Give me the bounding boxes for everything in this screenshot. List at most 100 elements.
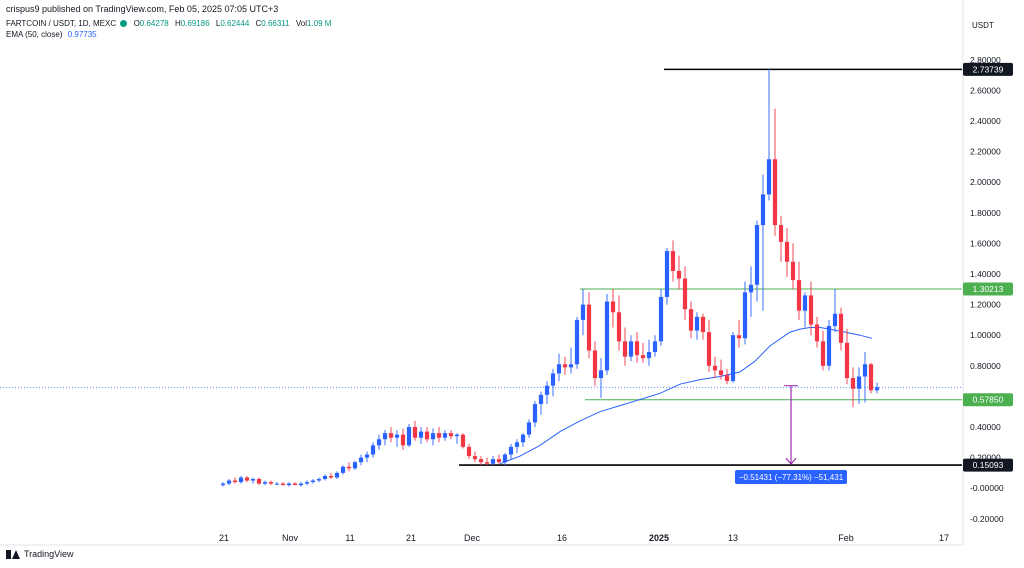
candle-bearish[interactable] [736, 335, 742, 339]
candle-bullish[interactable] [310, 480, 316, 483]
candle-bullish[interactable] [826, 326, 832, 366]
candle-bearish[interactable] [622, 341, 628, 357]
candle-bullish[interactable] [298, 483, 304, 486]
candle-bearish[interactable] [814, 324, 820, 342]
candle-bullish[interactable] [598, 370, 604, 379]
candle-bullish[interactable] [250, 479, 256, 481]
candle-bullish[interactable] [862, 364, 868, 377]
candle-bearish[interactable] [460, 434, 466, 447]
candle-bullish[interactable] [514, 442, 520, 447]
candle-bearish[interactable] [676, 270, 682, 279]
candle-bearish[interactable] [610, 301, 616, 313]
candle-bearish[interactable] [868, 364, 874, 391]
candle-bearish[interactable] [718, 370, 724, 375]
candle-bullish[interactable] [664, 251, 670, 297]
candle-bullish[interactable] [628, 341, 634, 357]
candle-bullish[interactable] [538, 394, 544, 405]
candle-bullish[interactable] [430, 433, 436, 440]
candle-bearish[interactable] [688, 309, 694, 331]
candle-bearish[interactable] [562, 364, 568, 368]
candle-bullish[interactable] [286, 483, 292, 486]
candle-bullish[interactable] [604, 301, 610, 371]
candle-bullish[interactable] [568, 364, 574, 368]
candle-bullish[interactable] [646, 352, 652, 359]
candle-bearish[interactable] [484, 462, 490, 464]
candle-bullish[interactable] [766, 159, 772, 195]
candle-bullish[interactable] [580, 304, 586, 320]
candle-bullish[interactable] [526, 422, 532, 435]
candle-bearish[interactable] [586, 304, 592, 351]
candle-bearish[interactable] [280, 483, 286, 486]
candle-bullish[interactable] [352, 462, 358, 469]
candle-bearish[interactable] [424, 431, 430, 440]
measure-label-box[interactable] [735, 470, 847, 484]
candle-bullish[interactable] [376, 439, 382, 446]
candle-bullish[interactable] [730, 335, 736, 382]
candle-bearish[interactable] [784, 241, 790, 262]
candle-bearish[interactable] [436, 433, 442, 438]
candle-bullish[interactable] [322, 475, 328, 480]
candle-bearish[interactable] [850, 378, 856, 389]
candle-bearish[interactable] [616, 312, 622, 342]
candle-bullish[interactable] [874, 387, 880, 391]
candle-bearish[interactable] [232, 480, 238, 483]
candle-bullish[interactable] [556, 364, 562, 374]
candle-bearish[interactable] [820, 341, 826, 366]
candle-bearish[interactable] [724, 374, 730, 382]
candle-bullish[interactable] [274, 483, 280, 485]
candle-bullish[interactable] [442, 433, 448, 438]
candle-bullish[interactable] [658, 296, 664, 342]
candle-bearish[interactable] [712, 365, 718, 371]
candle-bullish[interactable] [370, 445, 376, 455]
candle-bullish[interactable] [220, 483, 226, 486]
candle-bullish[interactable] [340, 466, 346, 473]
candle-bearish[interactable] [346, 466, 352, 469]
candle-bullish[interactable] [334, 472, 340, 478]
candle-bearish[interactable] [496, 459, 502, 463]
candle-bullish[interactable] [226, 480, 232, 484]
symbol-legend[interactable]: FARTCOIN / USDT, 1D, MEXC O0.64278 H0.69… [6, 19, 335, 28]
candle-bullish[interactable] [742, 292, 748, 339]
candle-bullish[interactable] [748, 284, 754, 293]
candle-bearish[interactable] [670, 251, 676, 271]
candle-bullish[interactable] [262, 482, 268, 484]
candle-bullish[interactable] [508, 446, 514, 455]
candle-bearish[interactable] [706, 332, 712, 366]
candle-bullish[interactable] [454, 434, 460, 437]
candle-bullish[interactable] [754, 225, 760, 285]
candle-bullish[interactable] [490, 459, 496, 464]
candle-bullish[interactable] [760, 194, 766, 226]
candle-bearish[interactable] [772, 159, 778, 226]
candle-bullish[interactable] [574, 319, 580, 365]
candle-bearish[interactable] [256, 479, 262, 484]
candle-bullish[interactable] [406, 427, 412, 446]
candle-bullish[interactable] [802, 295, 808, 311]
candle-bearish[interactable] [844, 342, 850, 379]
candle-bullish[interactable] [502, 454, 508, 463]
candle-bearish[interactable] [466, 446, 472, 457]
candle-bullish[interactable] [358, 457, 364, 463]
candle-bearish[interactable] [838, 313, 844, 343]
candle-bullish[interactable] [544, 385, 550, 395]
candle-bullish[interactable] [364, 454, 370, 458]
ema-legend[interactable]: EMA (50, close) 0.97735 [6, 30, 97, 39]
candle-bearish[interactable] [268, 482, 274, 484]
candle-bullish[interactable] [304, 482, 310, 484]
candle-bullish[interactable] [550, 373, 556, 386]
candle-bearish[interactable] [412, 427, 418, 438]
candle-bullish[interactable] [238, 477, 244, 483]
candle-bearish[interactable] [448, 433, 454, 437]
candle-bearish[interactable] [592, 350, 598, 379]
candle-bullish[interactable] [832, 313, 838, 327]
candle-bearish[interactable] [634, 341, 640, 356]
candle-bearish[interactable] [328, 475, 334, 478]
candle-bearish[interactable] [400, 434, 406, 446]
candle-bearish[interactable] [640, 355, 646, 359]
candle-bearish[interactable] [388, 433, 394, 438]
candle-bullish[interactable] [694, 316, 700, 331]
candle-bullish[interactable] [856, 376, 862, 389]
candle-bullish[interactable] [418, 431, 424, 438]
candle-bullish[interactable] [382, 433, 388, 440]
candle-bearish[interactable] [292, 483, 298, 486]
